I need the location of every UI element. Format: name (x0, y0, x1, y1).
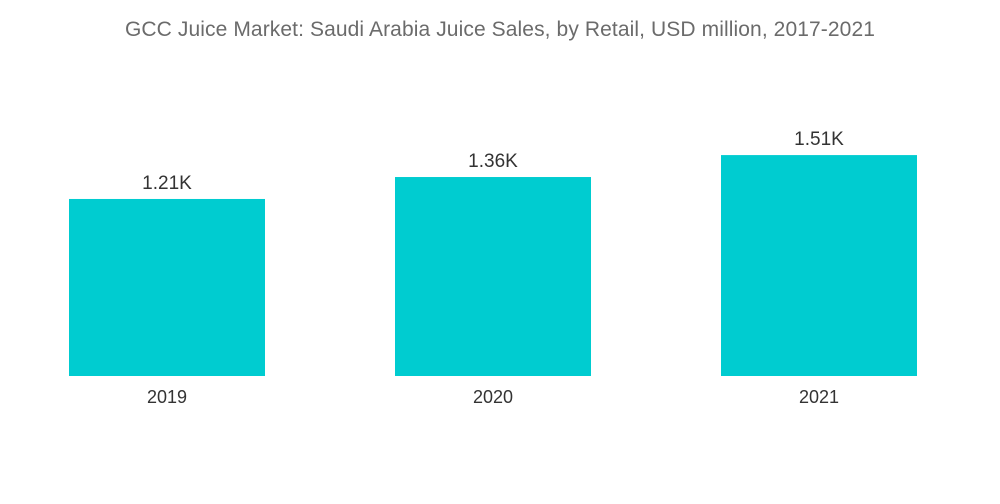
value-label-2019: 1.21K (142, 173, 192, 194)
chart-title: GCC Juice Market: Saudi Arabia Juice Sal… (124, 18, 876, 41)
value-label-2021: 1.51K (794, 129, 844, 150)
bar-2019 (69, 198, 265, 376)
bar-2020 (395, 177, 591, 376)
x-tick-label-2020: 2020 (473, 387, 513, 407)
x-tick-labels-layer: 2019 2020 2021 (147, 387, 839, 407)
x-tick-label-2019: 2019 (147, 387, 187, 407)
bars-layer (69, 155, 917, 376)
x-tick-label-2021: 2021 (799, 387, 839, 407)
bar-2021 (721, 155, 917, 376)
value-label-2020: 1.36K (468, 151, 518, 172)
value-labels-layer: 1.21K 1.36K 1.51K (142, 129, 844, 194)
